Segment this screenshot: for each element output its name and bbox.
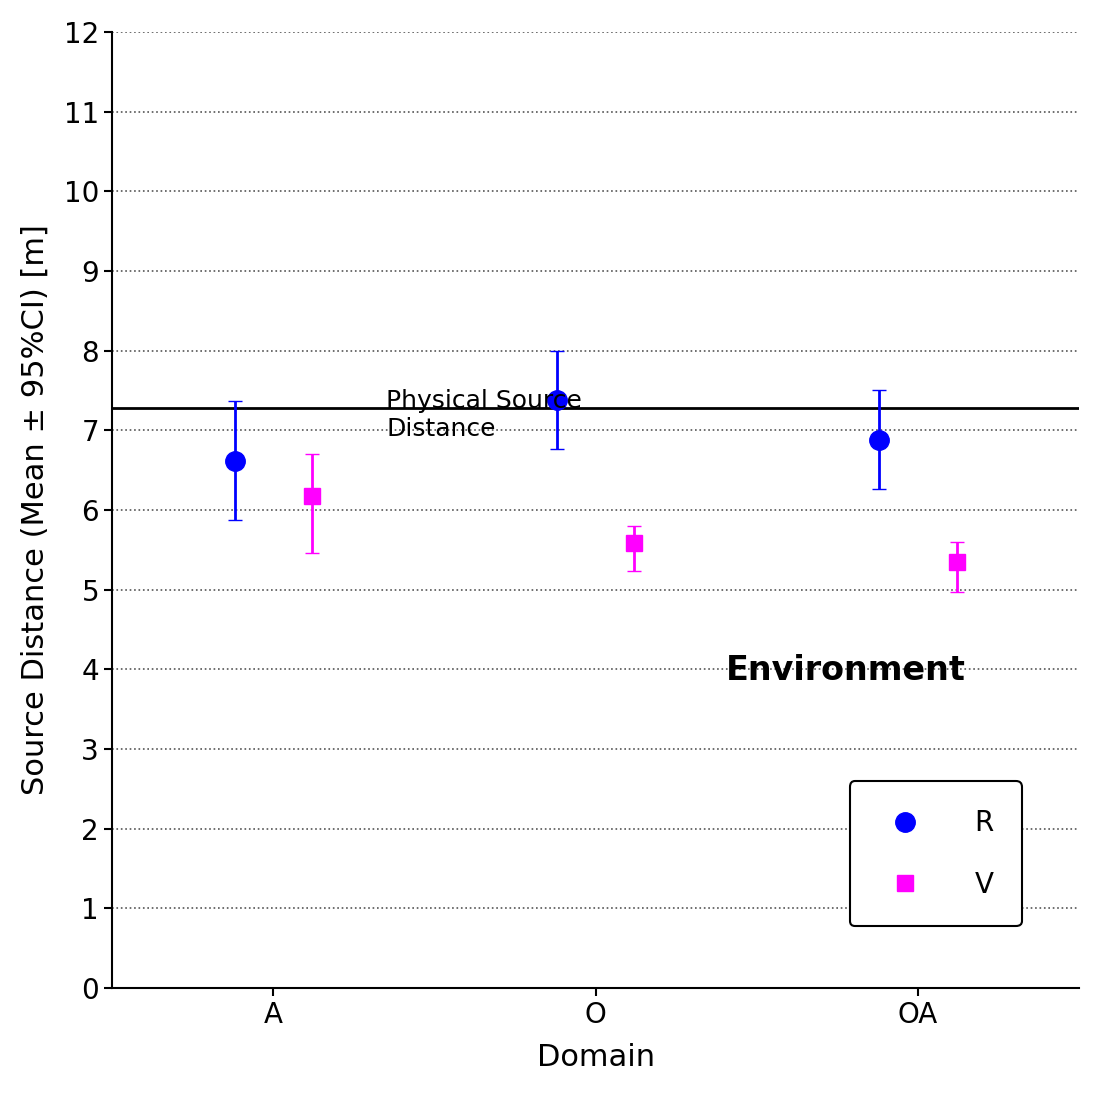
Y-axis label: Source Distance (Mean ± 95%CI) [m]: Source Distance (Mean ± 95%CI) [m] (21, 224, 50, 796)
Text: Environment: Environment (726, 654, 966, 686)
X-axis label: Domain: Domain (537, 1043, 654, 1072)
Text: Physical Source
Distance: Physical Source Distance (386, 389, 582, 440)
Legend: R, V: R, V (849, 781, 1022, 927)
